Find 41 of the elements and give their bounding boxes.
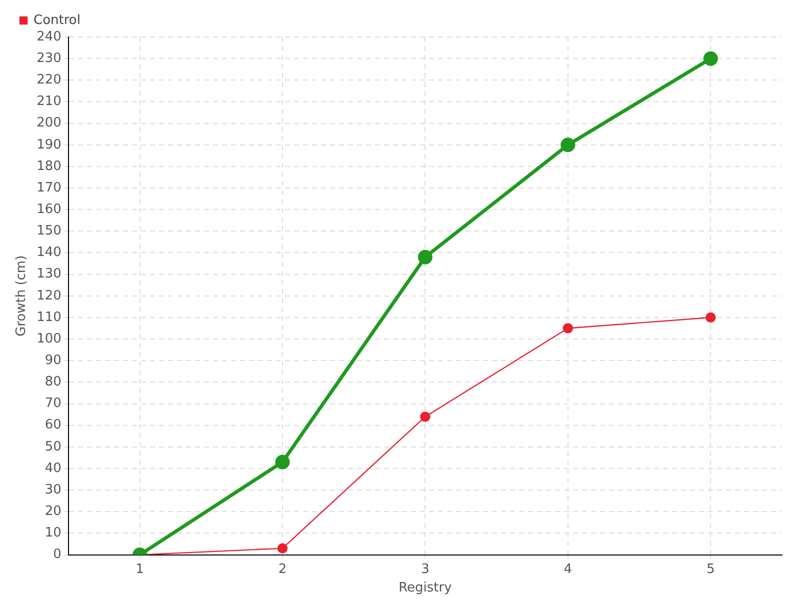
point <box>560 138 576 152</box>
y-tick-label: 0 <box>53 547 62 562</box>
y-axis-title: Growth (cm) <box>14 255 30 336</box>
x-tick-label: 1 <box>136 562 144 577</box>
y-tick-label: 220 <box>36 72 62 88</box>
point <box>420 412 430 422</box>
y-tick-label: 60 <box>44 418 62 433</box>
x-tick-label: 5 <box>706 562 715 577</box>
point <box>703 51 718 66</box>
y-tick-label: 180 <box>36 158 62 174</box>
y-tick-label: 90 <box>44 353 62 368</box>
point <box>562 323 574 334</box>
y-tick-label: 20 <box>44 504 62 520</box>
legend-label: Control <box>34 12 80 28</box>
y-tick-label: 70 <box>44 396 62 412</box>
y-tick-label: 210 <box>36 94 62 110</box>
point <box>706 312 716 323</box>
y-tick-label: 120 <box>36 288 62 304</box>
y-tick-label: 40 <box>44 460 62 476</box>
y-tick-label: 10 <box>44 526 62 541</box>
y-tick-label: 50 <box>44 439 62 454</box>
y-tick-label: 190 <box>36 137 62 152</box>
y-tick-label: 170 <box>36 180 62 196</box>
y-tick-label: 80 <box>44 374 62 390</box>
y-tick-label: 200 <box>36 116 62 131</box>
y-tick-label: 130 <box>36 266 62 282</box>
y-tick-label: 150 <box>36 224 62 239</box>
x-tick-label: 4 <box>564 562 572 577</box>
y-tick-label: 230 <box>36 50 62 66</box>
y-tick-label: 140 <box>36 245 62 260</box>
x-tick-label: 2 <box>278 562 287 577</box>
y-tick-label: 110 <box>36 310 62 325</box>
point <box>418 250 432 264</box>
x-tick-label: 3 <box>421 562 430 577</box>
y-tick-label: 30 <box>44 482 62 498</box>
y-tick-label: 160 <box>36 202 62 217</box>
y-tick-label: 240 <box>36 29 62 44</box>
point <box>275 454 290 470</box>
point <box>277 543 288 554</box>
y-tick-label: 100 <box>36 331 62 346</box>
x-axis-title: Registry <box>398 580 452 596</box>
